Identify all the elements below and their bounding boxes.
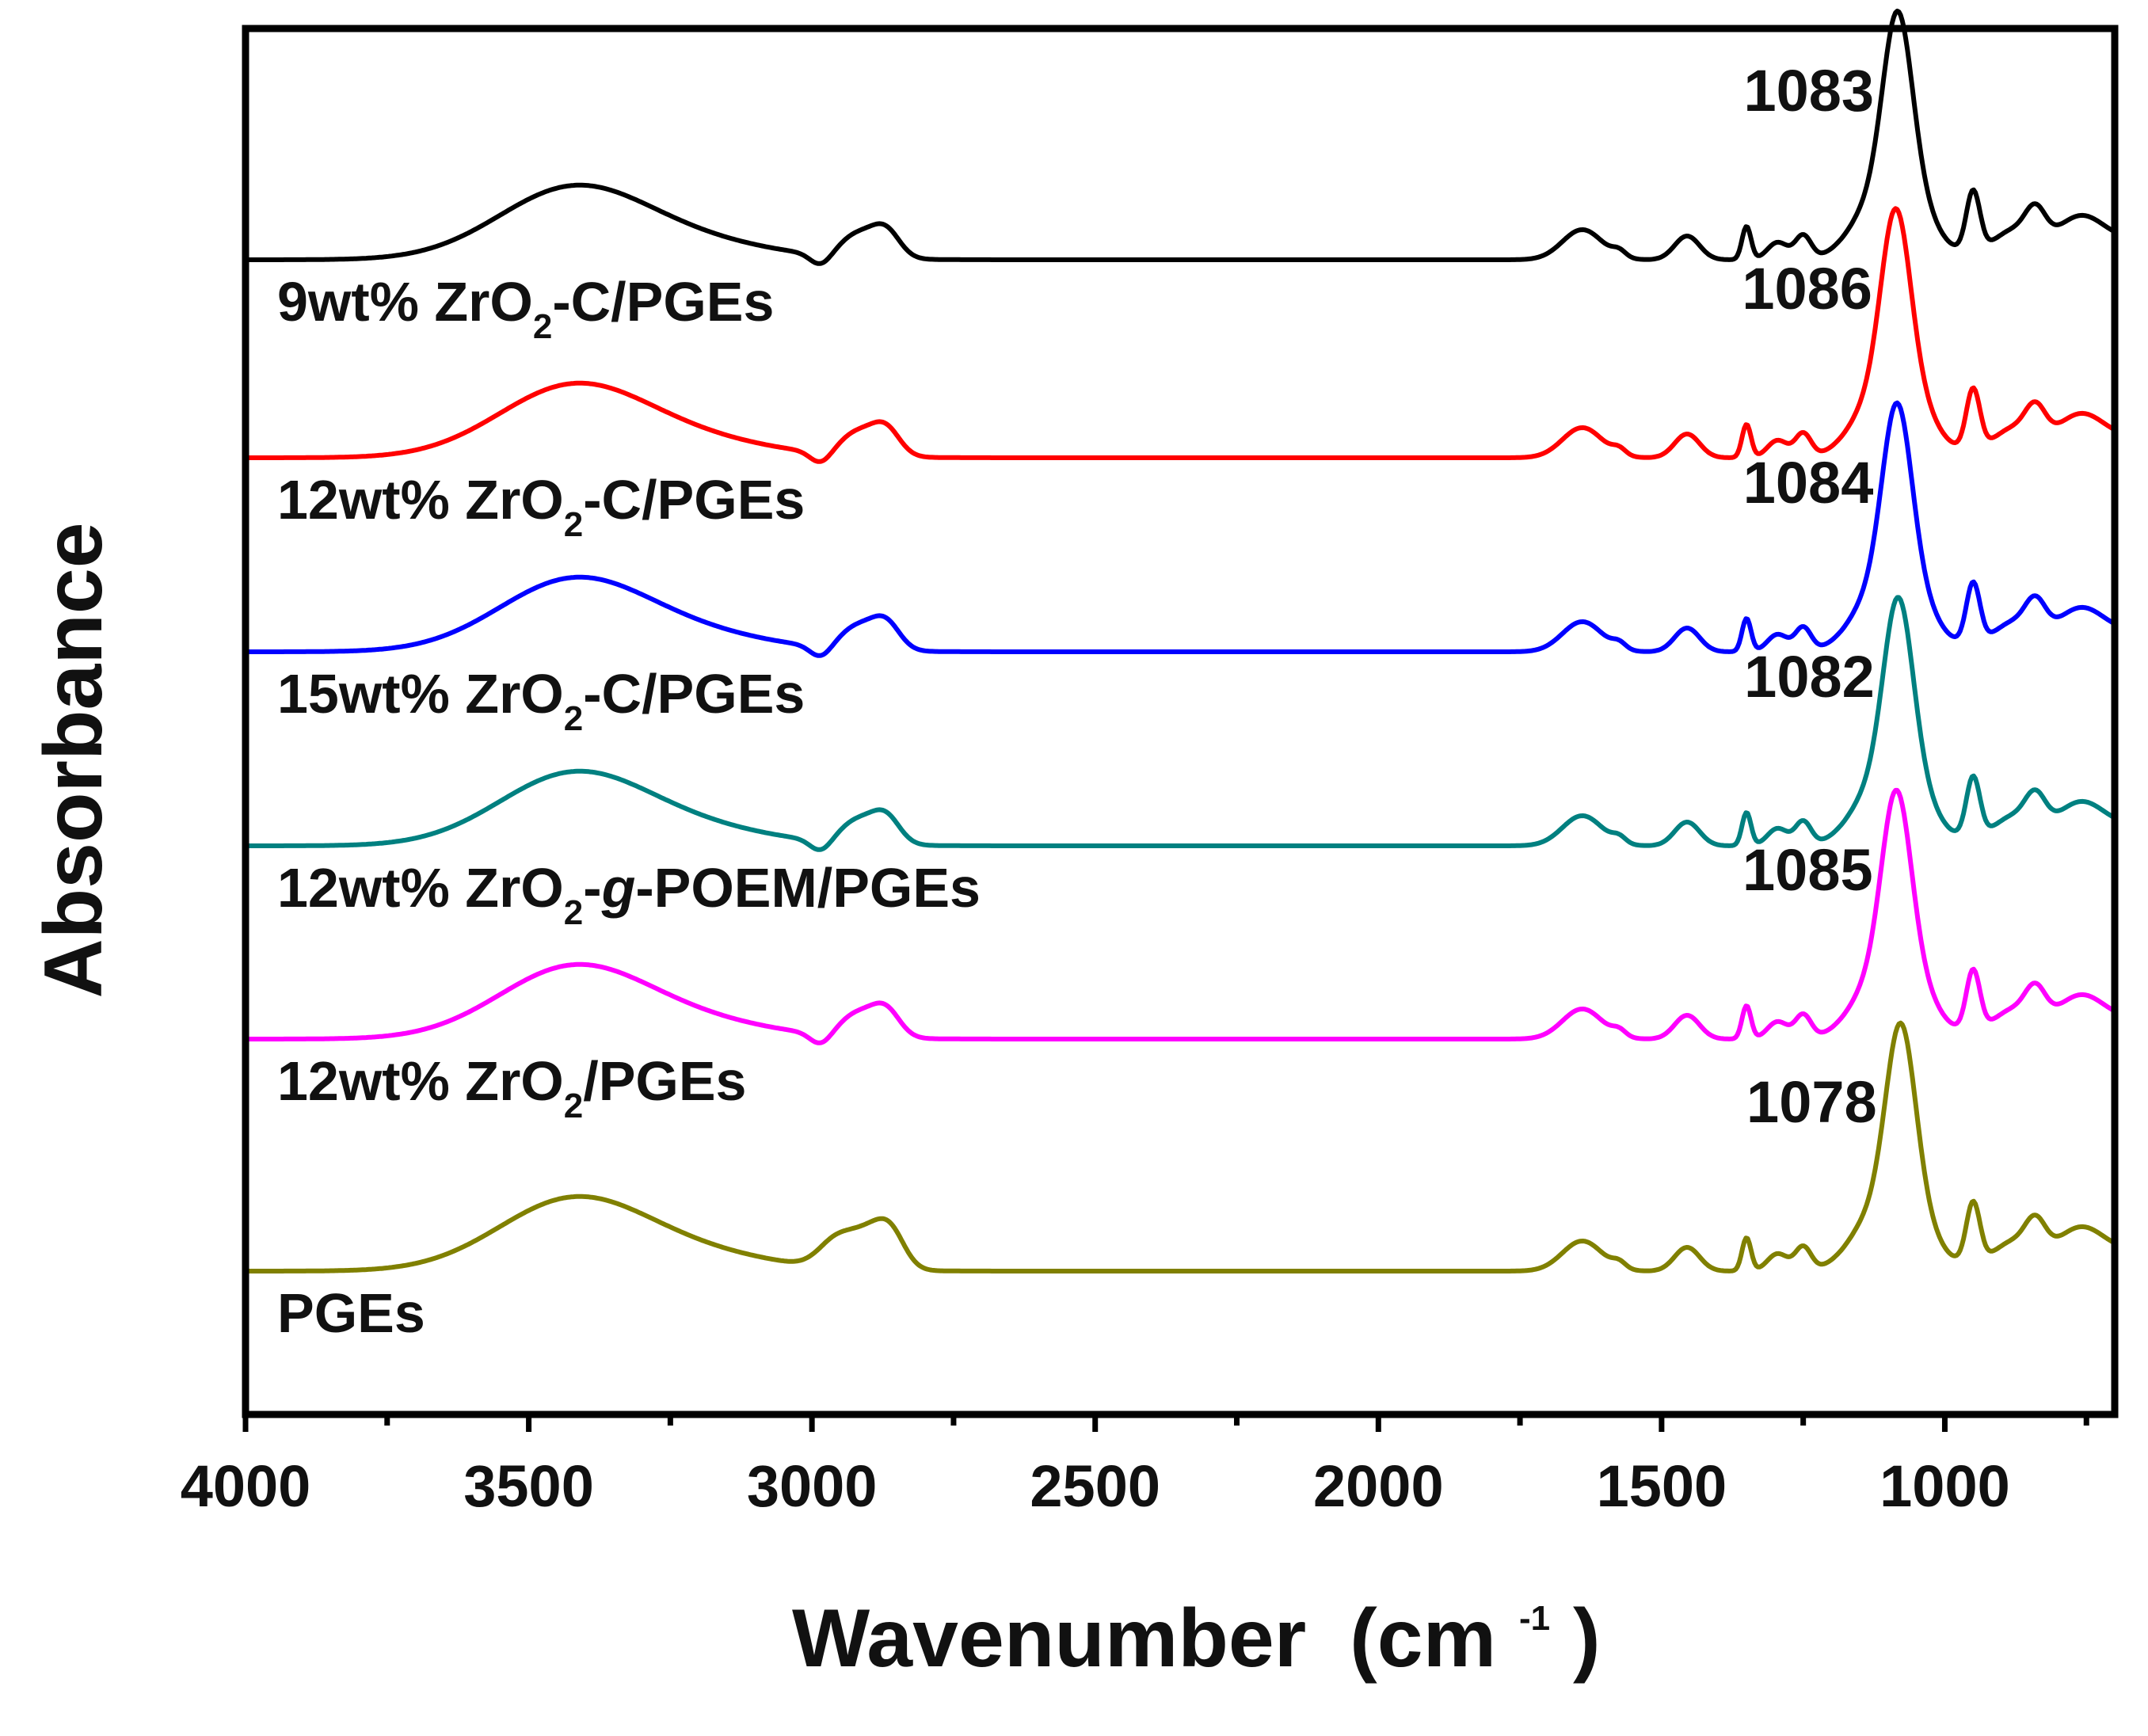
series-line	[245, 595, 2116, 852]
series-label: 9wt% ZrO2-C/PGEs	[277, 271, 774, 346]
peak-labels: 1083 1086 1084 1082 1085 1078	[1742, 58, 1876, 1135]
x-tick-label: 2500	[1030, 1453, 1160, 1519]
series-label: 12wt% ZrO2-g-POEM/PGEs	[277, 857, 981, 932]
x-tick-label: 4000	[181, 1453, 311, 1519]
x-axis-title: Wavenumber (cm -1 )	[792, 1556, 1601, 1685]
series-label-part: g	[601, 857, 636, 919]
series-label-part: -POEM/PGEs	[635, 857, 981, 919]
series-label-part: /PGEs	[583, 1050, 746, 1112]
x-tick-label: 1500	[1597, 1453, 1727, 1519]
series-traces	[245, 8, 2116, 1273]
series-line	[245, 400, 2116, 658]
peak-label: 1086	[1742, 256, 1872, 322]
series-label-part: PGEs	[277, 1282, 425, 1344]
series-label: 12wt% ZrO2-C/PGEs	[277, 469, 805, 544]
series-label-part: -	[583, 857, 601, 919]
x-axis-title-text: Wavenumber	[792, 1593, 1306, 1685]
series-label-part: 12wt% ZrO	[277, 1050, 564, 1112]
peak-label: 1078	[1746, 1069, 1877, 1135]
series-line	[245, 8, 2116, 266]
series-label-part: 15wt% ZrO	[277, 663, 564, 725]
x-axis-title-exponent: -1	[1519, 1599, 1550, 1638]
x-tick-label: 3500	[463, 1453, 594, 1519]
x-tick-label: 1000	[1880, 1453, 2010, 1519]
series-label-part: 9wt% ZrO	[277, 271, 533, 333]
series-label: 12wt% ZrO2/PGEs	[277, 1050, 746, 1125]
series-label-part: 2	[564, 699, 583, 738]
series-line	[245, 1020, 2116, 1273]
series-label-part: 12wt% ZrO	[277, 857, 564, 919]
x-axis-tick-labels: 4000 3500 3000 2500 2000 1500 1000	[181, 1453, 2010, 1519]
series-line	[245, 206, 2116, 464]
series-label: 15wt% ZrO2-C/PGEs	[277, 663, 805, 738]
x-tick-label: 2000	[1313, 1453, 1444, 1519]
series-label-part: 12wt% ZrO	[277, 469, 564, 531]
series-label: PGEs	[277, 1282, 425, 1344]
x-tick-label: 3000	[747, 1453, 878, 1519]
plot-frame	[242, 25, 2119, 1418]
peak-label: 1082	[1744, 644, 1875, 710]
peak-label: 1083	[1743, 58, 1874, 124]
series-label-part: -C/PGEs	[552, 271, 774, 333]
series-line	[245, 787, 2116, 1045]
series-label-part: -C/PGEs	[583, 469, 805, 531]
x-axis-title-unit: (cm	[1350, 1593, 1496, 1685]
x-axis-ticks	[242, 1414, 2089, 1432]
x-axis-title-close: )	[1573, 1593, 1601, 1685]
series-label-part: 2	[564, 1087, 583, 1125]
y-axis-title: Absorbance	[28, 522, 120, 998]
series-label-part: 2	[564, 505, 583, 544]
series-label-part: -C/PGEs	[583, 663, 805, 725]
series-label-part: 2	[533, 307, 552, 346]
peak-label: 1085	[1742, 837, 1873, 903]
peak-label: 1084	[1743, 450, 1874, 516]
series-label-part: 2	[564, 893, 583, 932]
